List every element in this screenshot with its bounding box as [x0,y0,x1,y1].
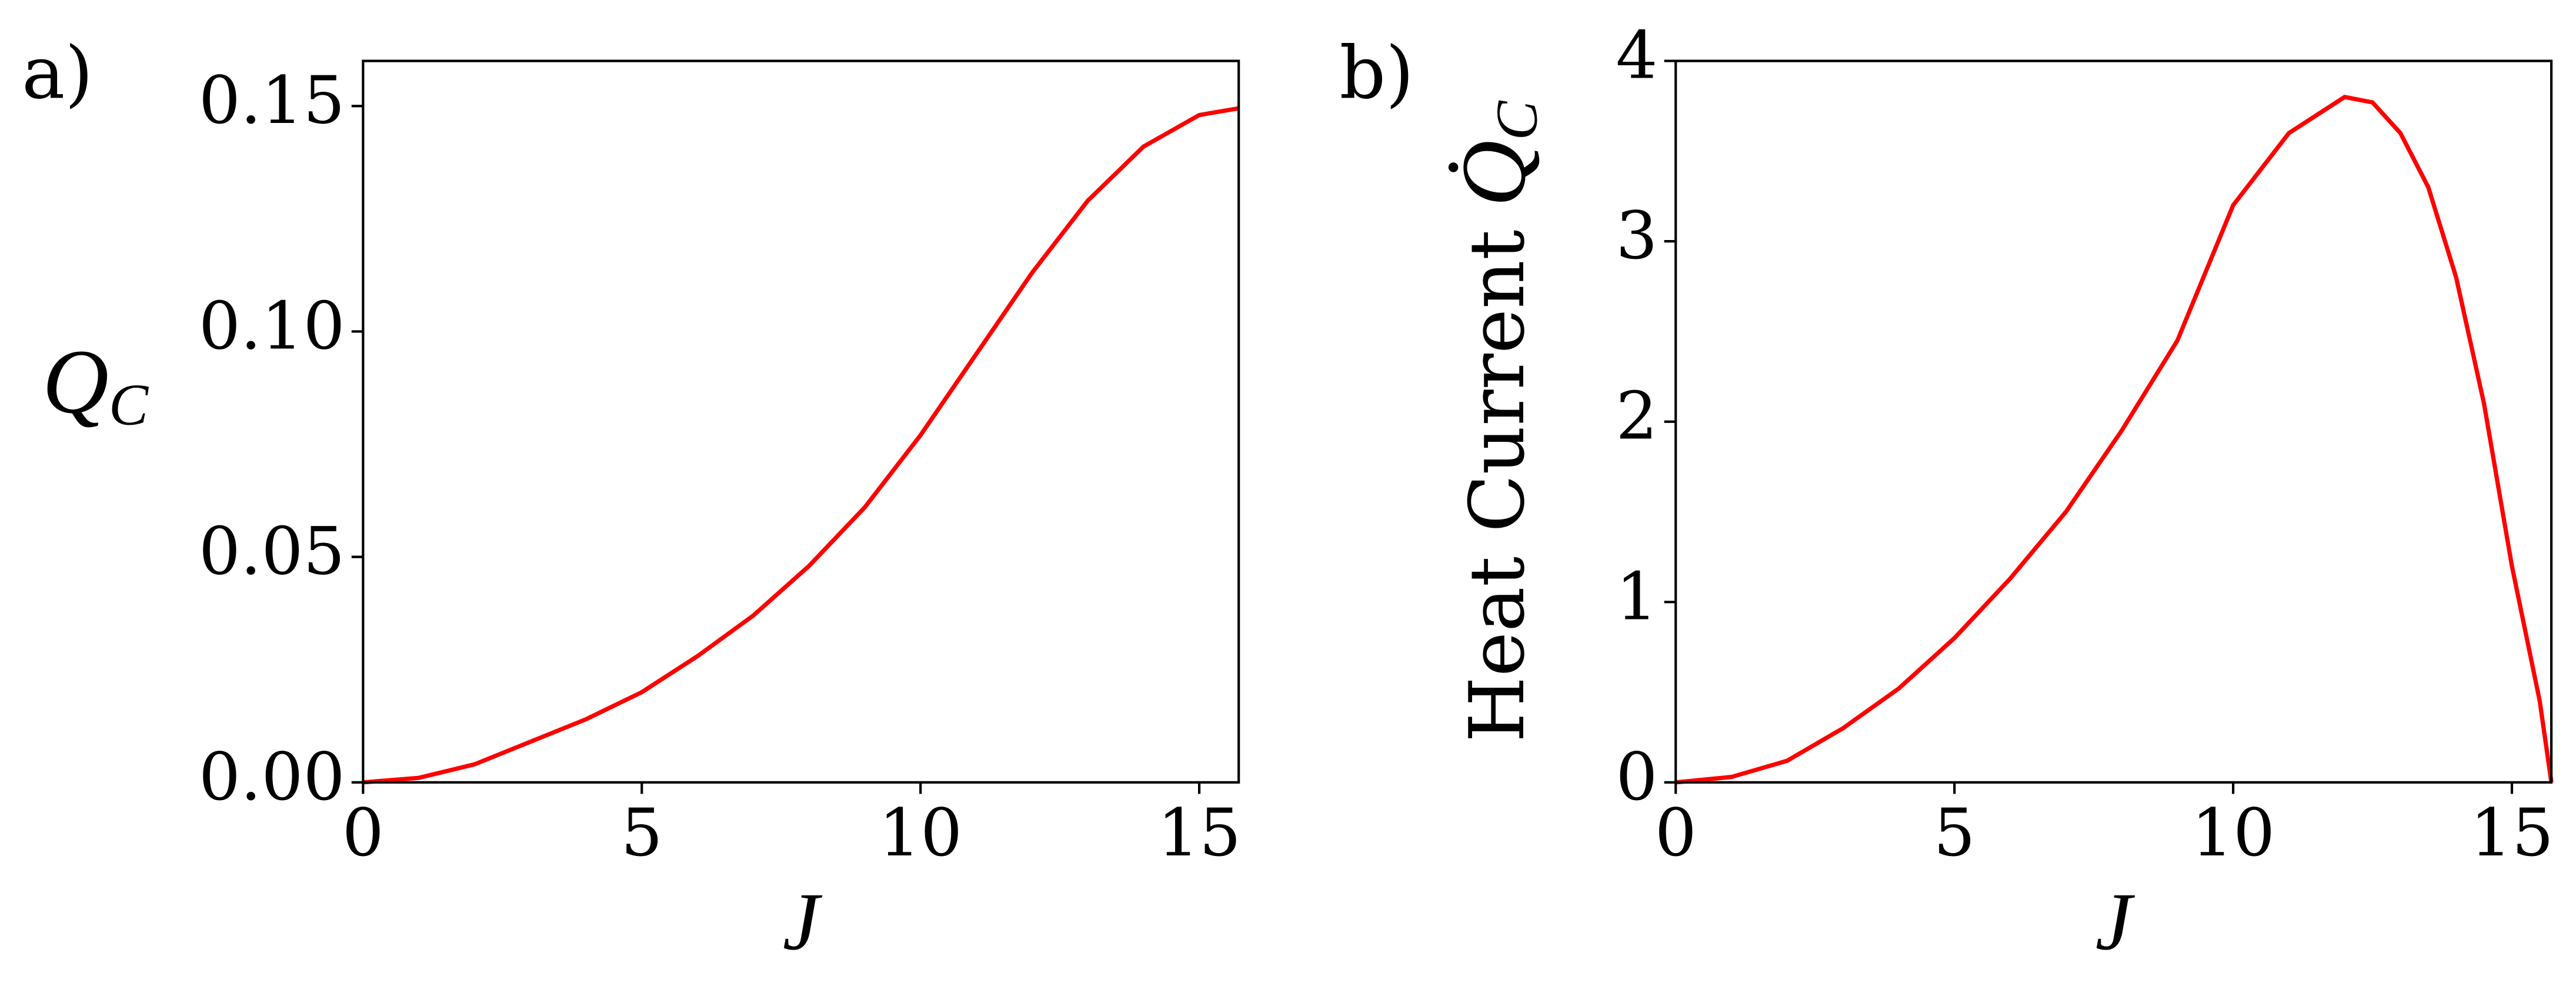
y-tick-label: 0.15 [199,62,345,139]
x-axis-label: J [2095,877,2135,967]
y-tick-label: 3 [1616,198,1657,274]
x-tick-label: 15 [1157,795,1241,871]
x-tick-label: 0 [1655,795,1697,871]
plot-frame [362,59,1240,784]
y-axis-label: Heat Current Q̇C [1443,100,1550,742]
x-tick-label: 10 [2191,795,2275,871]
data-line [1675,95,2554,785]
panel-label: a) [22,31,93,115]
y-tick-label: 0.00 [199,739,345,815]
y-label-symbol: Q [42,331,109,432]
x-tick-label: 5 [1934,795,1976,871]
y-label-symbol: Q̇ [1443,140,1544,206]
y-tick-label: 0.05 [199,514,345,590]
x-tick-label: 15 [2470,795,2554,871]
data-line [363,106,1239,785]
x-axis-label: J [783,877,823,967]
y-tick-label: 0.10 [199,288,345,364]
y-tick-label: 4 [1616,18,1657,94]
x-tick-label: 5 [621,795,663,871]
x-tick-label: 10 [879,795,962,871]
y-label-text: Heat Current [1453,230,1541,742]
y-label-sub: C [109,372,149,438]
y-axis-label: QC [42,331,149,438]
y-label-sub: C [1484,100,1550,140]
x-tick-label: 0 [342,795,384,871]
panel-label: b) [1340,31,1414,115]
y-tick-label: 0 [1616,739,1657,815]
y-tick-label: 1 [1616,558,1657,635]
y-tick-label: 2 [1616,378,1657,455]
